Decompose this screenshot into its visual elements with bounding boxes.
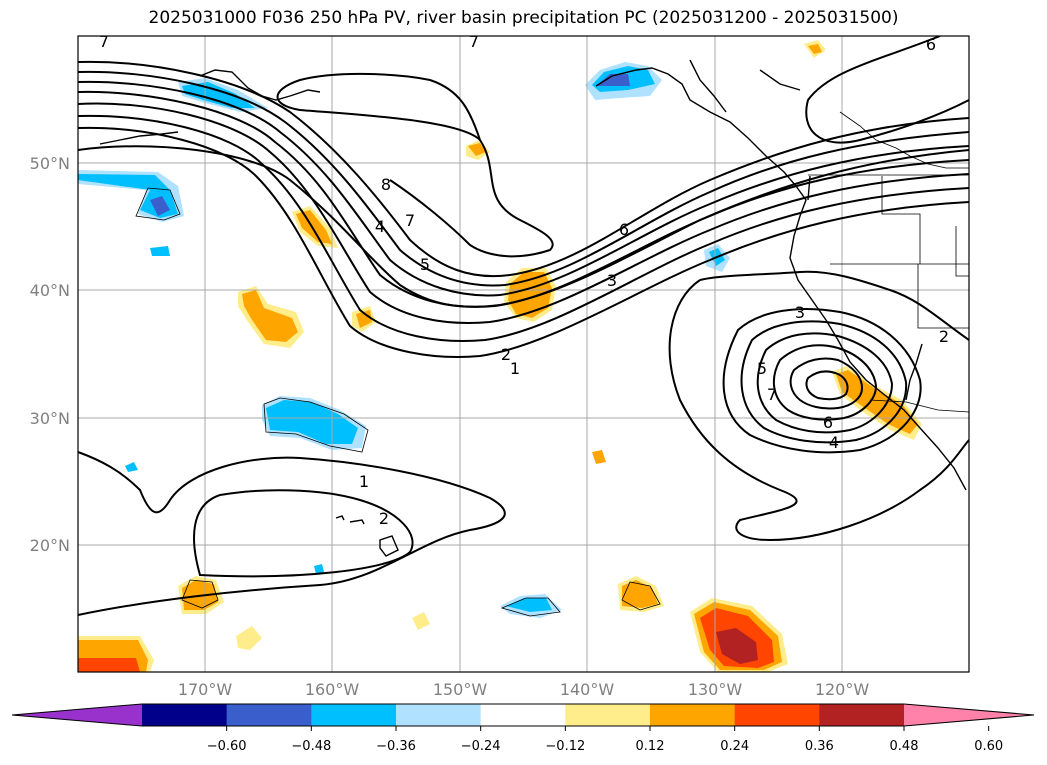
lon-label-130w: 130°W bbox=[688, 680, 743, 699]
map-background bbox=[78, 36, 969, 672]
lat-label-40n: 40°N bbox=[30, 281, 70, 300]
colorbar-swatch bbox=[819, 704, 905, 726]
contour-label: 4 bbox=[829, 433, 839, 452]
contour-label: 4 bbox=[375, 217, 385, 236]
colorbar-tick-label: 0.60 bbox=[974, 739, 1003, 754]
colorbar-tick-label: −0.12 bbox=[545, 739, 585, 754]
colorbar-tick-label: 0.24 bbox=[720, 739, 749, 754]
lon-label-120w: 120°W bbox=[815, 680, 870, 699]
colorbar-tick-label: 0.36 bbox=[805, 739, 834, 754]
contour-label: 7 bbox=[469, 32, 479, 51]
longitude-labels: 170°W 160°W 150°W 140°W 130°W 120°W bbox=[178, 680, 870, 699]
contour-label: 1 bbox=[359, 472, 369, 491]
contour-label: 5 bbox=[420, 255, 430, 274]
colorbar-tick-label: −0.48 bbox=[291, 739, 331, 754]
contour-label: 7 bbox=[99, 32, 109, 51]
lat-label-50n: 50°N bbox=[30, 154, 70, 173]
colorbar-tick-label: 0.48 bbox=[890, 739, 919, 754]
lon-label-150w: 150°W bbox=[433, 680, 488, 699]
contour-label: 2 bbox=[939, 327, 949, 346]
contour-label: 6 bbox=[619, 220, 629, 239]
colorbar-tick-label: −0.60 bbox=[207, 739, 247, 754]
colorbar-swatch bbox=[734, 704, 820, 726]
lon-label-160w: 160°W bbox=[305, 680, 360, 699]
contour-label: 8 bbox=[381, 175, 391, 194]
pv-contours bbox=[78, 36, 969, 616]
colorbar-tick-label: 0.12 bbox=[636, 739, 665, 754]
contour-label: 7 bbox=[405, 211, 415, 230]
precipitation-shading bbox=[78, 40, 922, 672]
contour-labels: 8 7 4 5 6 3 2 1 3 5 7 6 4 2 1 2 6 7 7 bbox=[99, 32, 949, 528]
latitude-labels: 50°N 40°N 30°N 20°N bbox=[30, 154, 70, 555]
colorbar-swatch bbox=[650, 704, 736, 726]
contour-label: 5 bbox=[757, 359, 767, 378]
colorbar-extension-low bbox=[12, 704, 142, 726]
colorbar-tick-label: −0.36 bbox=[376, 739, 416, 754]
colorbar-tick-label: −0.24 bbox=[461, 739, 501, 754]
lon-label-140w: 140°W bbox=[560, 680, 615, 699]
lon-label-170w: 170°W bbox=[178, 680, 233, 699]
colorbar-swatch bbox=[311, 704, 397, 726]
lat-label-20n: 20°N bbox=[30, 536, 70, 555]
contour-label: 7 bbox=[767, 385, 777, 404]
colorbar-extension-high bbox=[904, 704, 1034, 726]
colorbar-swatch bbox=[480, 704, 566, 726]
map-frame bbox=[77, 35, 970, 673]
lat-label-30n: 30°N bbox=[30, 409, 70, 428]
coastlines bbox=[99, 59, 967, 557]
contour-label: 1 bbox=[510, 359, 520, 378]
colorbar-swatch bbox=[226, 704, 312, 726]
contour-label: 6 bbox=[926, 35, 936, 54]
contour-label: 6 bbox=[823, 413, 833, 432]
colorbar-swatch bbox=[142, 704, 228, 726]
colorbar-outline bbox=[11, 703, 1035, 727]
colorbar-swatch bbox=[565, 704, 651, 726]
colorbar: −0.60 −0.48 −0.36 −0.24 −0.12 0.12 0.24 0.36 0.4… bbox=[11, 703, 1035, 754]
colorbar-swatch bbox=[396, 704, 482, 726]
contour-label: 3 bbox=[795, 303, 805, 322]
map-title: 2025031000 F036 250 hPa PV, river basin … bbox=[148, 8, 899, 28]
contour-label: 2 bbox=[501, 345, 511, 364]
patch-outlines bbox=[135, 187, 661, 617]
contour-label: 3 bbox=[607, 271, 617, 290]
contour-label: 2 bbox=[379, 509, 389, 528]
